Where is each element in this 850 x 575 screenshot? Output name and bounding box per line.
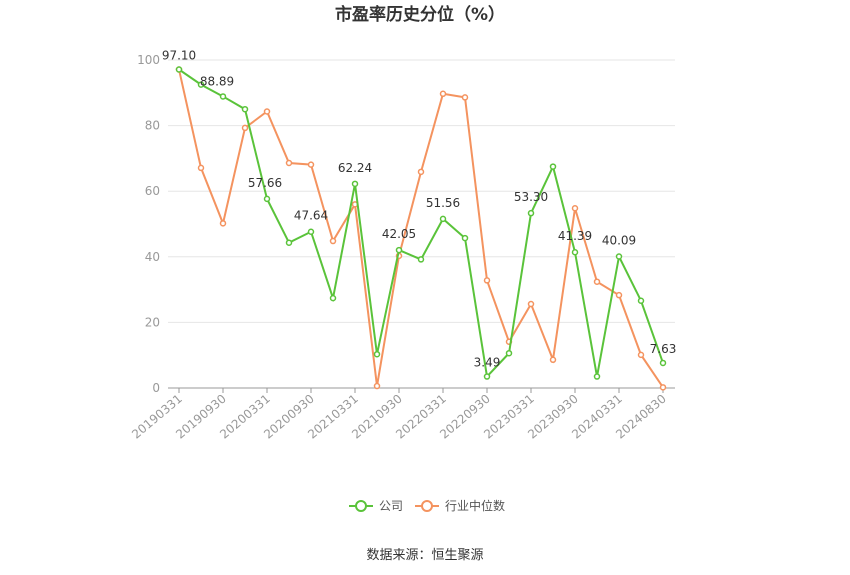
data-point[interactable] [571, 205, 579, 212]
data-point[interactable] [263, 195, 271, 203]
series-0 [175, 66, 667, 380]
data-point[interactable] [549, 163, 557, 170]
data-point[interactable] [307, 228, 315, 235]
data-point[interactable] [637, 297, 645, 305]
data-point[interactable] [329, 237, 337, 245]
data-label: 42.05 [382, 227, 416, 241]
data-point[interactable] [571, 248, 579, 256]
data-point[interactable] [505, 349, 513, 357]
y-axis-ticks: 0 20 40 60 80 100 [137, 53, 160, 395]
data-labels: 97.10 88.89 57.66 47.64 62.24 42.05 51.56 3.49 5… [162, 49, 677, 370]
data-label: 97.10 [162, 49, 196, 63]
data-point[interactable] [637, 351, 645, 359]
data-point[interactable] [549, 356, 557, 364]
data-label: 3.49 [474, 356, 501, 370]
data-point[interactable] [175, 66, 183, 73]
data-point[interactable] [197, 81, 205, 88]
legend-marker [421, 500, 433, 512]
y-tick-label: 20 [145, 315, 160, 329]
data-point[interactable] [219, 220, 227, 227]
legend[interactable]: 公司 行业中位数 [349, 498, 505, 513]
data-point[interactable] [197, 164, 205, 172]
x-axis-ticks: 2019033120190930202003312020093020210331… [129, 388, 669, 442]
data-point[interactable] [417, 168, 425, 176]
series-1 [175, 66, 667, 391]
legend-label: 行业中位数 [445, 498, 505, 513]
data-point[interactable] [483, 373, 491, 380]
data-point[interactable] [659, 359, 667, 367]
data-point[interactable] [241, 124, 249, 132]
y-tick-label: 0 [152, 381, 160, 395]
series-line [178, 68, 664, 379]
legend-label: 公司 [379, 499, 403, 513]
source-note: 数据来源：恒生聚源 [366, 548, 483, 563]
legend-item-0[interactable]: 公司 [349, 499, 403, 513]
data-point[interactable] [417, 256, 425, 263]
data-label: 47.64 [294, 209, 328, 223]
y-tick-label: 60 [145, 184, 160, 198]
data-point[interactable] [439, 90, 447, 98]
data-label: 53.30 [514, 190, 548, 204]
data-point[interactable] [659, 384, 667, 391]
data-point[interactable] [373, 382, 381, 390]
data-point[interactable] [241, 105, 249, 113]
data-point[interactable] [483, 277, 491, 284]
data-point[interactable] [351, 180, 359, 188]
data-point[interactable] [439, 215, 447, 223]
y-tick-label: 40 [145, 250, 160, 264]
data-label: 62.24 [338, 161, 372, 175]
data-point[interactable] [615, 253, 623, 260]
chart-title: 市盈率历史分位（%） [335, 4, 505, 25]
data-label: 7.63 [650, 342, 677, 356]
data-point[interactable] [373, 350, 381, 358]
data-label: 51.56 [426, 196, 460, 210]
data-point[interactable] [395, 246, 403, 254]
y-tick-label: 100 [137, 53, 160, 67]
data-point[interactable] [593, 373, 601, 380]
data-point[interactable] [461, 94, 469, 101]
data-point[interactable] [329, 294, 337, 302]
data-point[interactable] [615, 291, 623, 299]
data-point[interactable] [285, 159, 293, 167]
data-point[interactable] [527, 300, 535, 308]
grid [168, 59, 675, 389]
series [175, 66, 667, 391]
data-point[interactable] [527, 209, 535, 217]
data-point[interactable] [461, 234, 469, 242]
data-label: 57.66 [248, 176, 282, 190]
data-point[interactable] [285, 239, 293, 246]
data-point[interactable] [593, 278, 601, 285]
legend-marker [355, 500, 367, 512]
legend-item-1[interactable]: 行业中位数 [415, 498, 505, 513]
data-label: 40.09 [602, 234, 636, 248]
data-label: 41.39 [558, 229, 592, 243]
y-tick-label: 80 [145, 119, 160, 133]
data-point[interactable] [219, 93, 227, 100]
data-point[interactable] [307, 161, 315, 168]
data-point[interactable] [263, 108, 271, 115]
data-label: 88.89 [200, 74, 234, 88]
